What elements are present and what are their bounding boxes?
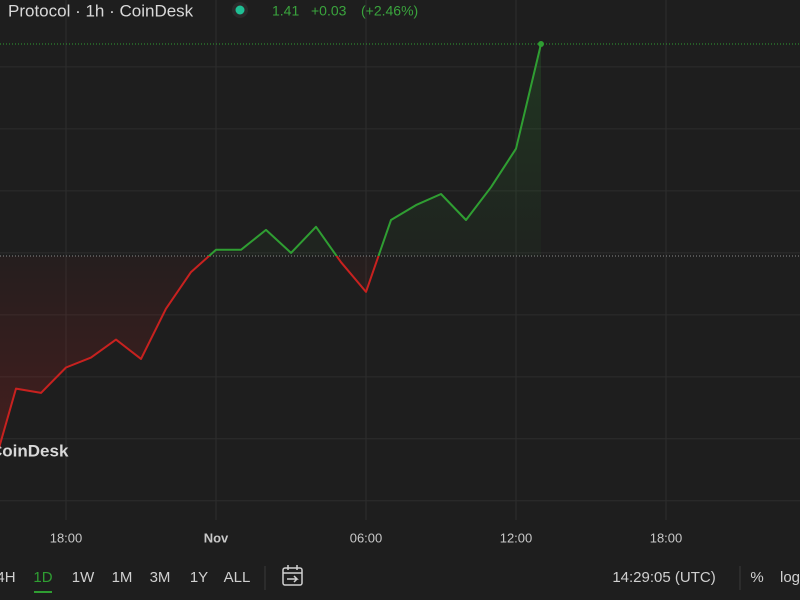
clock: 14:29:05 (UTC)	[612, 569, 715, 586]
change: +0.03	[311, 3, 347, 19]
range-button[interactable]: 1W	[72, 569, 95, 586]
calendar-button[interactable]	[282, 565, 303, 586]
x-tick-label: 18:00	[650, 530, 683, 545]
change-percent: (+2.46%)	[361, 3, 418, 19]
watermark: CoinDesk	[0, 441, 69, 460]
range-button[interactable]: 3M	[150, 569, 171, 586]
chart-title: Protocol · 1h · CoinDesk	[8, 1, 194, 20]
log-toggle[interactable]: log	[780, 569, 800, 586]
x-tick-label: 18:00	[50, 530, 83, 545]
range-button[interactable]: 1D	[33, 569, 52, 586]
range-button[interactable]: 1M	[112, 569, 133, 586]
range-button[interactable]: 4H	[0, 569, 16, 586]
area-fill	[0, 44, 541, 445]
percent-toggle[interactable]: %	[750, 569, 763, 586]
x-tick-label: 06:00	[350, 530, 383, 545]
range-button[interactable]: 1Y	[190, 569, 208, 586]
x-tick-label: Nov	[204, 530, 229, 545]
range-button[interactable]: ALL	[224, 569, 251, 586]
last-point	[538, 41, 544, 48]
toolbar: 14:29:05 (UTC) % log 4H 1D 1W 1M 3M 1Y ALL	[0, 565, 800, 593]
status-dot	[235, 5, 245, 15]
price-line	[0, 43, 542, 449]
price: 1.41	[272, 3, 299, 19]
x-tick-label: 12:00	[500, 530, 533, 545]
